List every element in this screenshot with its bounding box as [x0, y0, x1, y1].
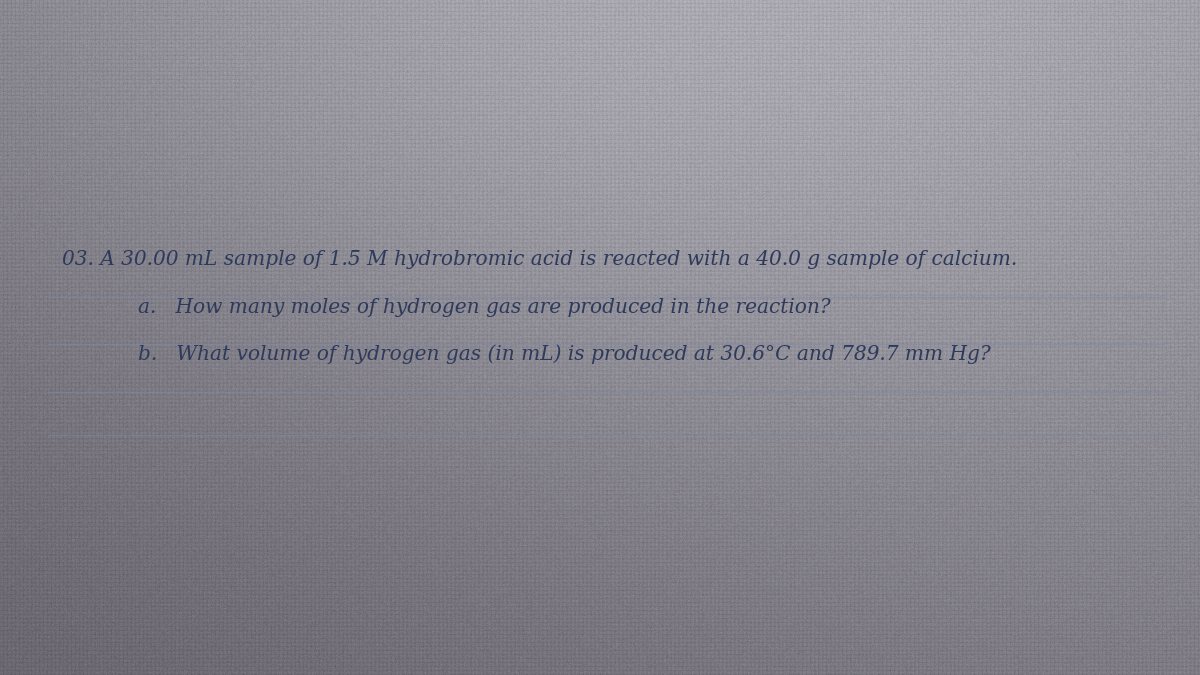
Text: b.   What volume of hydrogen gas (in mL) is produced at 30.6°C and 789.7 mm Hg?: b. What volume of hydrogen gas (in mL) i…	[138, 344, 991, 364]
Text: 03. A 30.00 mL sample of 1.5 M hydrobromic acid is reacted with a 40.0 g sample : 03. A 30.00 mL sample of 1.5 M hydrobrom…	[62, 250, 1018, 269]
Text: a.   How many moles of hydrogen gas are produced in the reaction?: a. How many moles of hydrogen gas are pr…	[138, 298, 830, 317]
